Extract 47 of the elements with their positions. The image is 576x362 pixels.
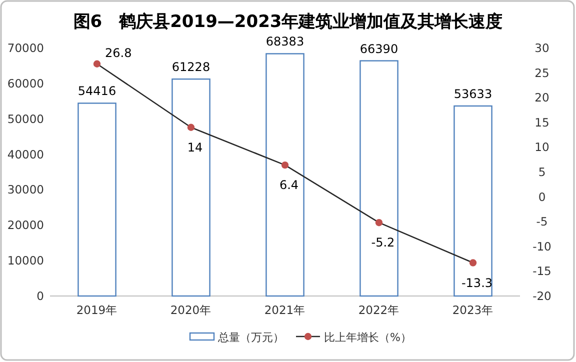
data-label: -13.3: [461, 276, 493, 290]
bar: [266, 53, 304, 297]
legend-label: 比上年增长（%）: [324, 331, 412, 344]
x-tick-label: 2023年: [452, 303, 494, 317]
data-label: 53633: [454, 86, 492, 101]
y-tick-label: 40000: [7, 147, 44, 162]
y2-tick-label: 5: [538, 165, 546, 179]
bar: [454, 105, 492, 297]
y2-tick-label: 15: [534, 115, 550, 130]
y2-tick-label: -5: [536, 214, 548, 229]
x-tick-label: 2019年: [76, 303, 118, 317]
y2-tick-label: 20: [534, 90, 550, 105]
y-tick-label: 50000: [7, 112, 44, 126]
y-tick-label: 70000: [7, 41, 44, 55]
data-label: 66390: [360, 42, 398, 56]
y-tick-label: 0: [36, 289, 44, 303]
data-label: 6.4: [279, 178, 299, 192]
point: [187, 124, 195, 131]
legend-label: 总量（万元）: [217, 331, 284, 344]
point: [375, 218, 383, 226]
data-label: 61228: [172, 60, 210, 74]
data-label: 26.8: [105, 46, 132, 60]
bar: [78, 102, 116, 297]
chart-title: 图6 鹤庆县2019—2023年建筑业增加值及其增长速度: [73, 12, 503, 32]
y2-tick-label: 0: [538, 190, 546, 204]
data-label: -5.2: [371, 236, 395, 250]
y-tick-label: 10000: [7, 254, 44, 268]
data-label: 54416: [78, 84, 116, 98]
y2-tick-label: -10: [532, 239, 552, 254]
point: [281, 161, 289, 169]
y-tick-label: 20000: [7, 218, 44, 232]
x-tick-label: 2021年: [264, 303, 306, 317]
point: [469, 259, 477, 266]
y2-tick-label: -20: [532, 289, 552, 303]
x-tick-label: 2022年: [358, 303, 400, 317]
bar: [172, 78, 210, 297]
point: [93, 60, 101, 68]
y-tick-label: 60000: [7, 76, 44, 90]
y-tick-label: 30000: [7, 182, 44, 197]
y2-tick-label: -15: [532, 264, 552, 278]
data-label: 68383: [266, 34, 304, 49]
x-tick-label: 2020年: [170, 303, 212, 317]
y2-tick-label: 25: [534, 66, 550, 80]
y2-tick-label: 30: [534, 41, 550, 55]
bar: [360, 60, 398, 297]
data-label: 14: [187, 140, 203, 154]
y2-tick-label: 10: [534, 140, 550, 154]
